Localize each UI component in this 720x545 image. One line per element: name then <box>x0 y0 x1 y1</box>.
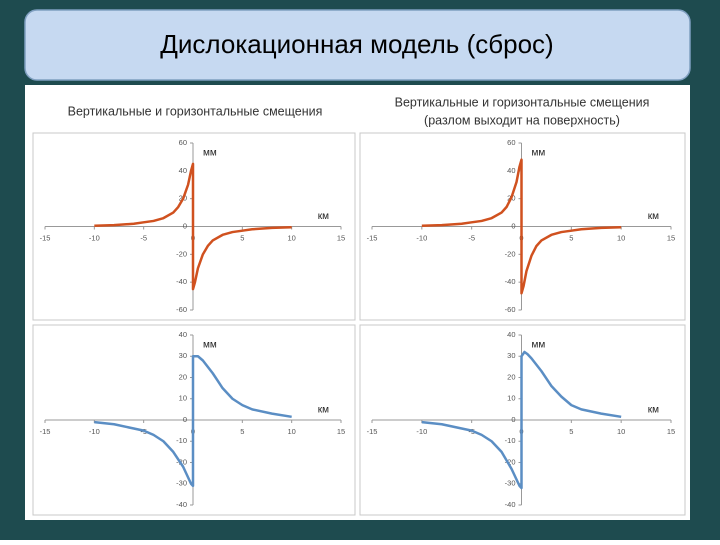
slide-title: Дислокационная модель (сброс) <box>160 29 553 59</box>
y-axis-label: мм <box>532 148 546 159</box>
x-tick-label: 10 <box>287 233 295 242</box>
y-tick-label: -30 <box>505 479 516 488</box>
x-tick-label: -15 <box>367 427 378 436</box>
x-tick-label: 10 <box>287 427 295 436</box>
y-tick-label: 40 <box>507 330 515 339</box>
x-tick-label: 15 <box>667 233 675 242</box>
x-tick-label: 15 <box>337 427 345 436</box>
y-tick-label: -20 <box>176 249 187 258</box>
y-tick-label: 20 <box>507 372 515 381</box>
y-tick-label: 40 <box>179 330 187 339</box>
y-tick-label: -10 <box>505 436 516 445</box>
x-tick-label: 10 <box>617 233 625 242</box>
x-tick-label: 10 <box>617 427 625 436</box>
x-tick-label: -10 <box>89 233 100 242</box>
y-tick-label: 0 <box>511 415 515 424</box>
x-tick-label: -10 <box>416 427 427 436</box>
y-tick-label: 0 <box>183 415 187 424</box>
y-tick-label: -40 <box>176 277 187 286</box>
x-tick-label: 5 <box>240 233 244 242</box>
y-tick-label: -20 <box>505 249 516 258</box>
x-tick-label: -15 <box>367 233 378 242</box>
y-tick-label: 0 <box>511 221 515 230</box>
x-tick-label: 15 <box>337 233 345 242</box>
panel-heading: (разлом выходит на поверхность) <box>424 113 620 127</box>
y-tick-label: 40 <box>507 166 515 175</box>
y-tick-label: 20 <box>179 372 187 381</box>
x-axis-label: км <box>318 211 329 222</box>
x-axis-label: км <box>648 405 659 416</box>
y-tick-label: 60 <box>179 138 187 147</box>
y-tick-label: -10 <box>176 436 187 445</box>
panel-heading: Вертикальные и горизонтальные смещения <box>395 95 650 109</box>
x-tick-label: -10 <box>89 427 100 436</box>
y-axis-label: мм <box>203 340 217 351</box>
x-tick-label: 15 <box>667 427 675 436</box>
x-tick-label: -5 <box>468 233 475 242</box>
y-tick-label: -40 <box>505 277 516 286</box>
y-tick-label: -30 <box>176 479 187 488</box>
x-tick-label: -15 <box>40 233 51 242</box>
x-tick-label: 5 <box>569 427 573 436</box>
y-tick-label: -40 <box>176 500 187 509</box>
y-axis-label: мм <box>203 148 217 159</box>
data-line <box>94 162 292 291</box>
y-tick-label: 60 <box>507 138 515 147</box>
x-axis-label: км <box>318 405 329 416</box>
panel-heading: Вертикальные и горизонтальные смещения <box>68 104 323 118</box>
x-tick-label: -10 <box>416 233 427 242</box>
y-tick-label: 10 <box>179 394 187 403</box>
y-tick-label: -40 <box>505 500 516 509</box>
x-tick-label: 5 <box>569 233 573 242</box>
y-tick-label: 30 <box>507 351 515 360</box>
data-line <box>421 158 622 295</box>
y-axis-label: мм <box>532 340 546 351</box>
y-tick-label: 40 <box>179 166 187 175</box>
x-tick-label: 5 <box>240 427 244 436</box>
data-line <box>94 355 292 488</box>
x-tick-label: -15 <box>40 427 51 436</box>
y-tick-label: 0 <box>183 221 187 230</box>
data-line <box>421 350 622 490</box>
y-tick-label: -20 <box>505 457 516 466</box>
y-tick-label: -20 <box>176 457 187 466</box>
y-tick-label: -60 <box>505 305 516 314</box>
title-box <box>24 9 691 81</box>
y-tick-label: 30 <box>179 351 187 360</box>
x-tick-label: -5 <box>140 233 147 242</box>
x-axis-label: км <box>648 211 659 222</box>
y-tick-label: -60 <box>176 305 187 314</box>
y-tick-label: 10 <box>507 394 515 403</box>
